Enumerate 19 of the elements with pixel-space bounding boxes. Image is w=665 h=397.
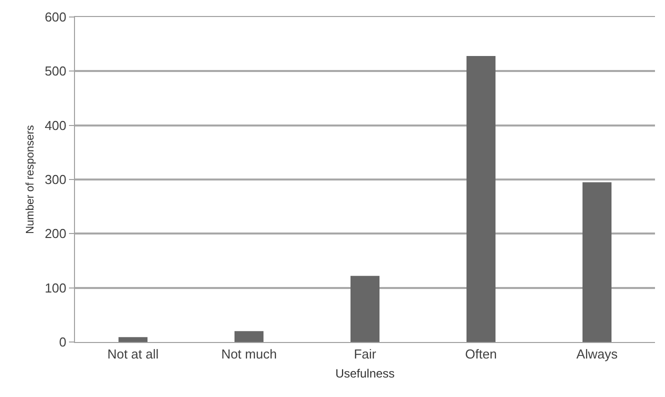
- bar: [466, 56, 496, 342]
- x-axis-title: Usefulness: [335, 366, 395, 380]
- bar: [234, 331, 264, 342]
- y-tick-label: 0: [59, 334, 66, 350]
- y-axis-title: Number of responsers: [24, 124, 36, 234]
- bar: [582, 182, 612, 342]
- y-tick-label: 400: [44, 118, 66, 133]
- bar: [350, 276, 380, 342]
- y-tick-label: 200: [44, 226, 66, 242]
- x-tick-label: Often: [465, 346, 497, 362]
- bar: [118, 337, 148, 342]
- x-tick-label: Not much: [221, 346, 277, 362]
- x-tick-label: Not at all: [107, 346, 159, 362]
- y-tick-label: 300: [44, 172, 66, 188]
- x-tick-label: Always: [576, 346, 618, 362]
- y-tick-label: 600: [44, 10, 66, 25]
- y-tick-label: 500: [44, 64, 66, 79]
- x-tick-label: Fair: [354, 346, 377, 362]
- y-tick-label: 100: [44, 280, 66, 296]
